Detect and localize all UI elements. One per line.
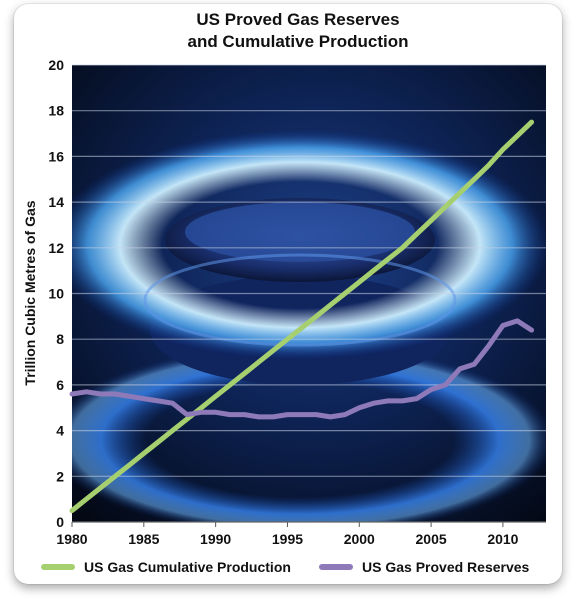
- legend: US Gas Cumulative Production US Gas Prov…: [41, 559, 530, 575]
- x-tick-label: 2000: [344, 531, 375, 547]
- y-tick-label: 14: [48, 194, 64, 210]
- legend-label-reserves: US Gas Proved Reserves: [362, 559, 530, 575]
- x-tick-label: 1985: [128, 531, 159, 547]
- y-tick-labels: 0 2 4 6 8 10 12 14 16 18 20: [48, 57, 64, 530]
- x-tick-label: 1980: [56, 531, 87, 547]
- y-axis-label: Trillion Cubic Metres of Gas: [22, 200, 38, 385]
- y-tick-label: 4: [56, 423, 64, 439]
- y-tick-label: 18: [48, 103, 64, 119]
- axes: [71, 521, 546, 527]
- gridlines: [72, 64, 546, 477]
- x-tick-label: 2005: [416, 531, 447, 547]
- y-tick-label: 12: [48, 240, 64, 256]
- legend-label-production: US Gas Cumulative Production: [84, 559, 291, 575]
- series-line-proved-reserves: [69, 318, 535, 420]
- y-tick-label: 2: [56, 468, 64, 484]
- x-tick-label: 1990: [200, 531, 231, 547]
- plot-background: [72, 65, 546, 522]
- y-tick-label: 8: [56, 331, 64, 347]
- x-tick-labels: 1980 1985 1990 1995 2000 2005 2010: [56, 531, 518, 547]
- y-tick-label: 16: [48, 148, 64, 164]
- y-tick-label: 10: [48, 286, 64, 302]
- x-tick-label: 2010: [487, 531, 518, 547]
- series-line-cumulative-production: [69, 119, 535, 514]
- series-layer: [69, 119, 535, 514]
- x-tick-label: 1995: [272, 531, 303, 547]
- y-tick-label: 0: [56, 514, 64, 530]
- chart-title-line2: and Cumulative Production: [187, 32, 408, 51]
- chart-title-line1: US Proved Gas Reserves: [196, 10, 399, 29]
- y-tick-label: 20: [48, 57, 64, 73]
- y-tick-label: 6: [56, 377, 64, 393]
